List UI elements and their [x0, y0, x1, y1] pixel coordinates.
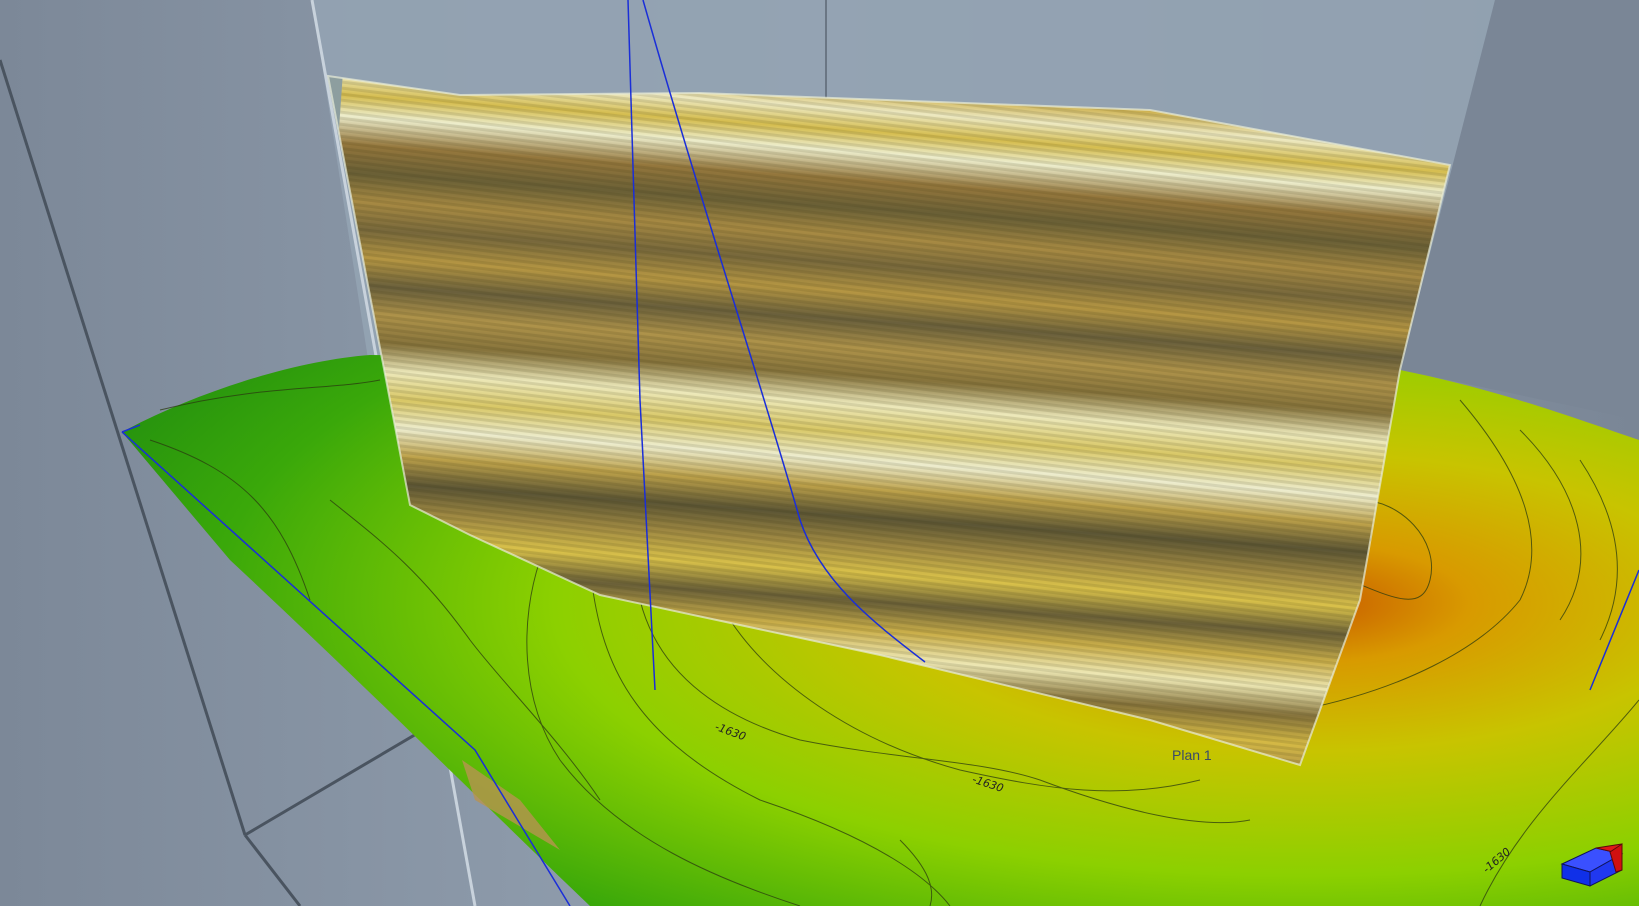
right-wall-panel — [1400, 0, 1639, 420]
seismic-section-lower — [462, 760, 560, 850]
seismic-section-outline — [326, 74, 1452, 767]
box-edge — [244, 718, 441, 837]
well-path-vertical — [627, 0, 656, 691]
box-edge — [0, 59, 247, 836]
well-path-deviated — [642, 0, 926, 663]
well-path-right — [1589, 569, 1639, 691]
orientation-cube-icon[interactable] — [1560, 840, 1626, 892]
boundary-lines — [121, 424, 571, 906]
box-edge — [243, 834, 302, 906]
contour-lines — [149, 379, 1639, 906]
well-trajectories[interactable] — [627, 0, 1639, 691]
well-label-plan[interactable]: Plan 1 — [1172, 747, 1212, 763]
